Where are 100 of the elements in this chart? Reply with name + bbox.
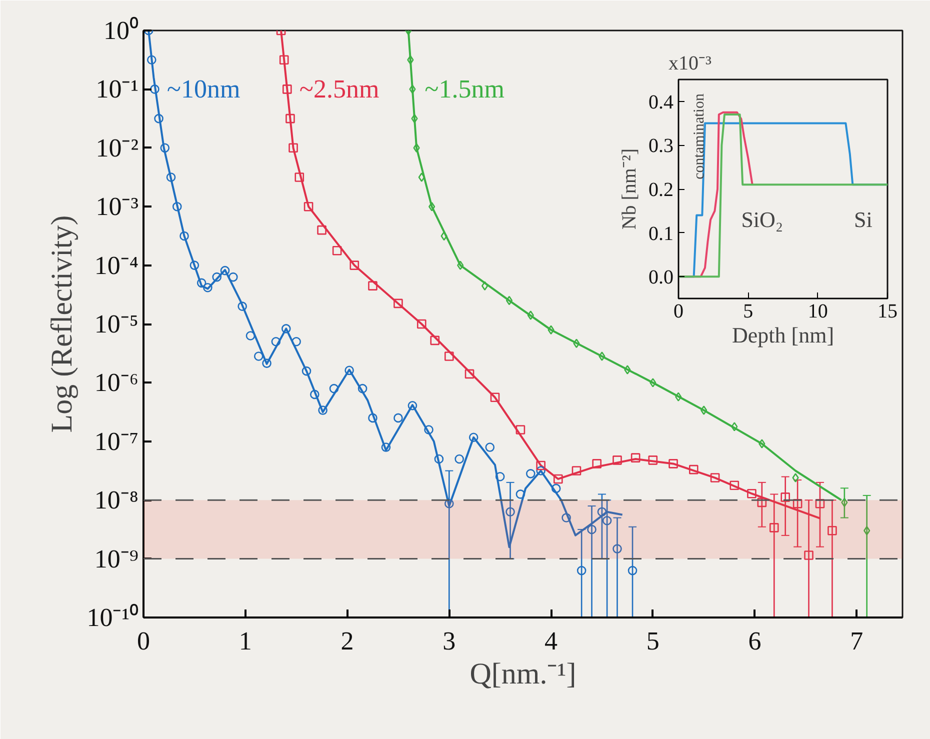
x-tick-label: 3 [442,626,456,656]
y-tick-label: 0.3 [648,135,674,158]
point [203,282,212,292]
x-tick-label: 7 [850,626,864,656]
point [196,278,206,288]
point [630,453,640,462]
point [624,365,631,374]
annotation: SiO₂ [741,207,784,232]
point [394,413,403,423]
point [381,442,391,452]
x-tick-label: 6 [748,626,762,656]
annotation: x10⁻³ [668,52,712,74]
point [413,143,420,153]
point [428,202,436,212]
point [689,464,698,474]
y-tick-label: 10⁰ [104,16,138,45]
x-axis-title: Depth [nm] [732,322,834,348]
point [464,369,474,379]
point [792,498,802,508]
y-tick-label: 10⁻⁶ [94,368,139,398]
point [288,143,298,153]
y-tick-label: 0.4 [648,91,674,114]
point [598,352,606,361]
y-tick-label: 10⁻⁷ [94,426,139,456]
point [548,325,554,335]
point [769,523,779,532]
point [841,498,848,508]
point [271,336,281,346]
point [238,302,247,311]
x-tick-label: 2 [340,626,354,656]
y-tick-label: 10⁻⁵ [94,310,139,338]
x-tick-label: 0 [674,300,684,322]
point [597,507,607,516]
point [468,432,478,442]
y-tick-label: 10⁻¹⁰ [86,603,138,632]
point [440,231,448,241]
x-tick-label: 10 [808,300,828,322]
point [710,473,720,482]
y-axis-title: Log (Reflectivity) [46,215,79,433]
y-tick-label: 10⁻⁹ [94,544,139,574]
point [302,366,312,376]
point [516,490,526,499]
y-axis-title: Nb [nm⁻²] [618,148,640,230]
point [527,310,534,320]
point [572,466,582,476]
annotation: contamination [691,93,708,180]
point [220,266,230,276]
point [731,422,738,432]
point [700,406,708,415]
point [430,336,440,346]
point [424,425,434,434]
y-tick-label: 0.2 [648,179,674,201]
x-tick-label: 15 [878,300,898,322]
point [454,454,464,464]
point [408,400,418,410]
point [650,378,656,388]
point [281,324,291,334]
point [815,498,825,508]
point [329,384,339,394]
point [554,474,563,484]
point [172,202,182,212]
x-tick-label: 5 [646,626,660,656]
point [506,507,515,516]
point [286,114,295,124]
x-tick-label: 5 [743,300,754,322]
point [804,550,814,560]
y-tick-label: 10⁻² [96,133,139,162]
point [444,352,454,361]
point [551,484,561,494]
point [747,488,756,498]
point [592,459,602,468]
point [506,296,513,306]
point [407,55,414,65]
point [150,84,160,94]
x-tick-label: 1 [238,626,252,656]
point [587,524,596,534]
point [292,336,301,346]
point [332,246,342,256]
point [780,492,790,502]
point [310,390,320,400]
point [318,406,328,415]
point [675,392,682,402]
point [254,352,264,361]
point [490,392,500,402]
point [602,516,612,526]
point [304,202,314,212]
x-tick-label: 0 [137,626,150,656]
point [828,526,837,536]
point [154,114,164,124]
point [576,566,586,576]
point [457,260,464,270]
point [411,114,418,124]
point [368,413,378,423]
point [368,281,378,290]
point [648,456,658,465]
point [495,472,505,482]
point [394,298,403,308]
point [485,442,495,452]
point [668,459,678,468]
y-tick-label: 10⁻⁸ [94,486,139,515]
